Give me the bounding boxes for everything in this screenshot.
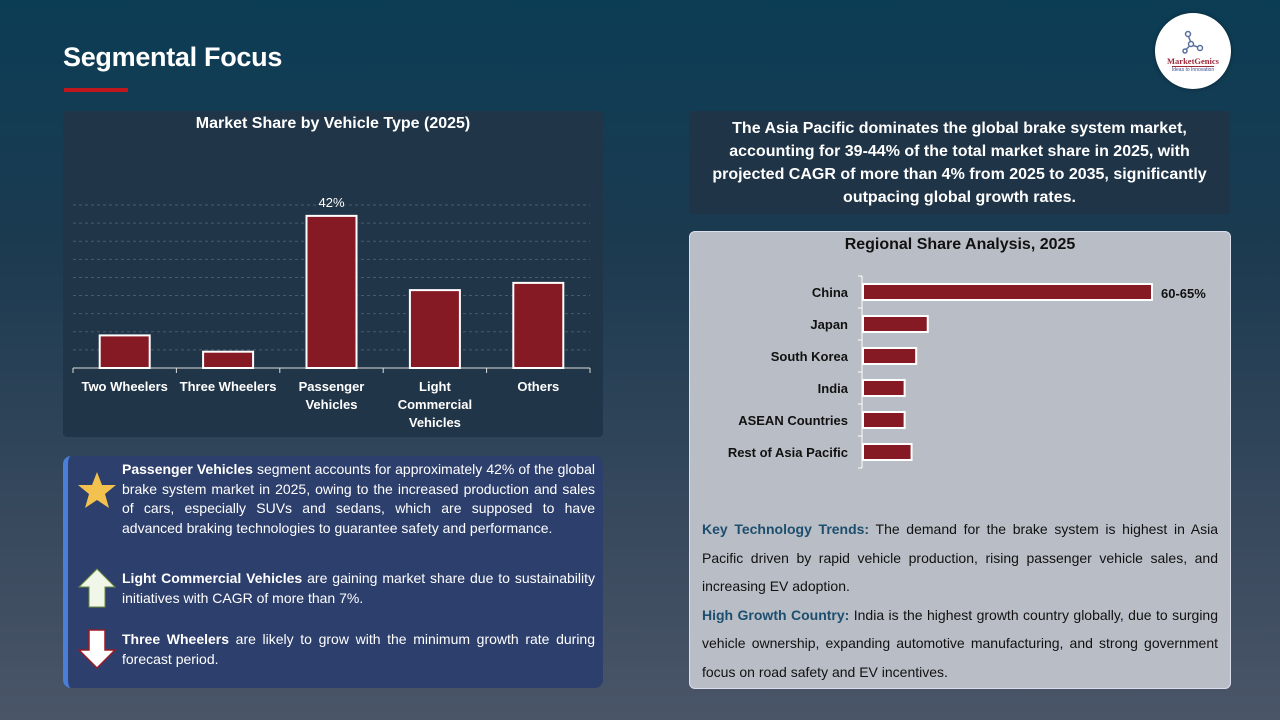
bar-india: [862, 379, 906, 397]
notes: Key Technology Trends: The demand for th…: [702, 515, 1218, 686]
insight-bold: Three Wheelers: [122, 631, 230, 647]
insight-text: are likely to grow with the minimum grow…: [122, 631, 595, 667]
category-label: India: [818, 381, 849, 396]
bar-others: [512, 281, 565, 369]
vehicle-chart-title: Market Share by Vehicle Type (2025): [195, 115, 471, 132]
regional-chart: China 60-65% Japan South Korea India ASEAN Co…: [728, 275, 1206, 469]
category-label: Commercial: [398, 397, 472, 412]
category-label: Japan: [810, 317, 848, 332]
bar-three-wheelers: [202, 350, 255, 369]
title-underline: [64, 88, 128, 92]
note-text: The demand for the brake system is highe…: [702, 521, 1219, 594]
page-title: Segmental Focus: [63, 42, 283, 72]
category-label: Vehicles: [409, 415, 461, 430]
category-label: China: [812, 285, 849, 300]
bar-rest-of-asia-pacific: [862, 443, 913, 461]
note-label: High Growth Country:: [702, 606, 850, 623]
insight-text: are gaining market share due to sustaina…: [122, 570, 596, 606]
category-label: ASEAN Countries: [738, 413, 848, 428]
bar-light-commercial-vehicles: [408, 289, 461, 369]
data-label: 42%: [318, 195, 344, 210]
molecule-icon: [1182, 30, 1204, 54]
regional-panel: Regional Share Analysis, 2025 China 60-65…: [689, 231, 1231, 689]
category-label: Two Wheelers: [81, 379, 167, 394]
category-label: Passenger: [299, 379, 365, 394]
bar-china: [862, 283, 1153, 301]
category-label: South Korea: [771, 349, 849, 364]
bar-south-korea: [862, 347, 918, 365]
category-label: Others: [517, 379, 559, 394]
category-label: Three Wheelers: [180, 379, 277, 394]
category-label: Light: [419, 379, 451, 394]
insight-text: segment accounts for approximately 42% o…: [122, 461, 595, 536]
arrow-down-icon: [77, 629, 117, 670]
logo-tagline: Ideas to Innovation: [1171, 65, 1215, 73]
summary-box: The Asia Pacific dominates the global br…: [689, 111, 1230, 214]
bar-passenger-vehicles: [305, 214, 358, 369]
bar-japan: [862, 315, 929, 333]
note-label: Key Technology Trends:: [702, 521, 870, 537]
arrow-up-icon: [77, 568, 117, 608]
star-icon: [78, 472, 116, 508]
logo-name: MarketGenics: [1167, 55, 1219, 66]
insights-panel: Passenger Vehicles segment accounts for …: [63, 456, 603, 688]
note-growth-country: High Growth Country: India is the highes…: [702, 601, 1218, 687]
bar-two-wheelers: [98, 334, 151, 369]
category-label: Rest of Asia Pacific: [728, 445, 848, 460]
vehicle-chart-panel: Market Share by Vehicle Type (2025) Two …: [63, 111, 603, 437]
category-label: Vehicles: [305, 397, 357, 412]
insight-bold: Light Commercial Vehicles: [122, 570, 303, 586]
note-tech-trends: Key Technology Trends: The demand for th…: [702, 515, 1218, 601]
insight-lcv: Light Commercial Vehicles are gaining ma…: [122, 569, 595, 608]
vehicle-chart: Two Wheelers Three Wheelers 42% Passenger Ve…: [72, 195, 591, 430]
insight-passenger: Passenger Vehicles segment accounts for …: [122, 460, 595, 538]
logo: MarketGenics Ideas to Innovation: [1155, 13, 1231, 89]
bar-asean-countries: [862, 411, 906, 429]
data-label: 60-65%: [1161, 286, 1206, 301]
insight-bold: Passenger Vehicles: [122, 461, 253, 477]
regional-chart-title: Regional Share Analysis, 2025: [844, 236, 1076, 253]
note-text: India is the highest growth country glob…: [702, 606, 1218, 680]
insight-three-wheelers: Three Wheelers are likely to grow with t…: [122, 630, 595, 669]
